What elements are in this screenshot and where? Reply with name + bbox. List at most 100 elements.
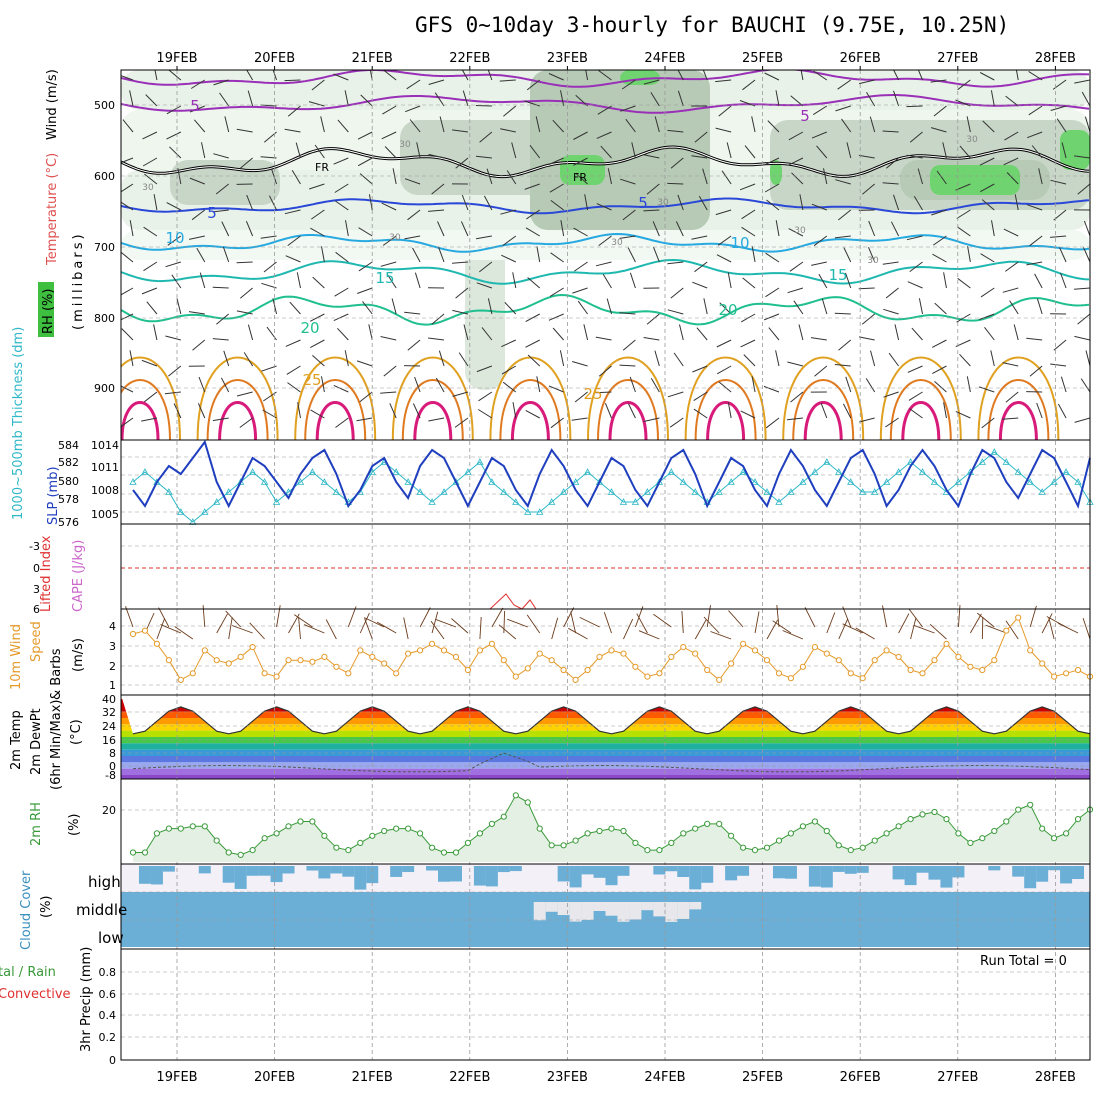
label-2mdewpt: 2m DewPt [29,708,44,775]
wind10-barb [498,624,517,640]
wind10-point [153,640,160,647]
thickness-point [894,468,903,475]
panel-frame-precip [120,948,1091,1061]
wind-barb [799,194,804,211]
thickness-point [476,458,484,465]
temp2m-tick: 0 [109,760,116,773]
temp-band [121,730,1090,737]
wind10-point [201,647,208,654]
wind-barb [883,308,899,315]
thickness-point [882,478,891,485]
wind-barb [1002,287,1019,293]
cloud-high-bar [904,866,917,886]
wind-barb [337,119,349,133]
wind-barb [478,409,493,419]
wind-barb [191,209,206,221]
temp2m-tick: 32 [102,706,116,719]
wind-barb [893,90,900,107]
wind-barb [223,350,230,367]
wind10-barb [158,607,170,628]
contour-30 [304,379,367,440]
wind-barb [153,324,158,341]
temp2m-tick: 40 [102,693,116,706]
contour-30 [694,379,757,440]
thickness-point [655,478,664,485]
wind-barb [404,178,421,185]
contour-label-10: 10 [730,234,749,252]
thickness-point [165,488,173,495]
rh2m-point [775,837,783,844]
label-minmax: (6hr Min/Max) [49,700,64,790]
wind-barb [479,131,493,143]
wind-barb [1036,298,1043,315]
wind-barb [1060,272,1067,289]
cloud-mid-gap [629,902,642,920]
wind-barb [219,92,230,107]
wind10-point [1039,660,1046,667]
wind-barb [845,376,852,393]
cloud-mid-gap [545,902,558,912]
date-label-bottom: 27FEB [937,1070,978,1085]
wind10-point [440,647,448,654]
rh2m-point [429,844,436,851]
thickness-point [236,478,245,485]
wind-barb [890,221,900,237]
wind-barb [487,70,493,81]
label-wind: Wind (m/s) [45,69,60,140]
wind10-point [488,640,495,647]
wind-barb [625,118,636,133]
wind-barb [718,105,732,117]
wind10-barb [347,606,357,628]
wind10-tick: 2 [109,660,116,673]
wind-barb [835,179,851,185]
rh2m-point [1051,835,1058,842]
wind-barb [653,246,660,263]
contour-35 [706,401,746,440]
temp2m-tick: -8 [105,769,116,782]
cloud-high-bar [832,866,845,872]
wind-barb [188,235,205,240]
contour-30 [121,379,171,440]
wind-barb [286,365,301,375]
wind-barb [667,391,684,398]
wind-barb [461,70,469,81]
thickness-point [1026,478,1034,485]
wind-barb [741,226,756,237]
contour-30 [401,379,464,440]
cloud-high-bar [509,866,522,872]
wind-barb [309,313,325,322]
wind-barb [552,327,565,341]
wind-barb [435,377,445,393]
precip-tick: 0.6 [99,988,117,1001]
wind-barb [766,199,780,211]
cloud-high-bar [438,866,451,882]
rh2m-point [261,835,268,842]
wind-barb [742,277,756,289]
wind-barb [751,116,756,133]
wind-barb [550,417,564,429]
wind-barb [344,350,349,367]
wind-barb [1009,300,1019,315]
wind-barb [550,252,564,263]
cloud-high-bar [1024,866,1037,889]
wind-barb [536,376,541,393]
panel-frames [120,69,1091,1061]
wind10-point [847,670,854,677]
wind10-point [644,673,651,680]
wind-barb [213,153,229,159]
wind10-point [871,657,878,664]
wind-barb [333,157,349,165]
cloud-panel-labels: Cloud Cover (%) high middle low [19,870,127,950]
pressure-tick: 900 [94,382,115,395]
wind-barb [786,417,803,421]
contour-25 [879,356,962,440]
wind-barb [893,194,900,211]
wind10-barb [838,618,849,640]
wind-barb [909,261,923,273]
wind-barb [356,417,373,422]
thickness-point [225,488,233,495]
cloud-high-bar [162,866,175,872]
cloud-mid-gap [617,902,630,922]
precip-tick: 0.4 [99,1009,117,1022]
wind-barb [789,261,804,272]
